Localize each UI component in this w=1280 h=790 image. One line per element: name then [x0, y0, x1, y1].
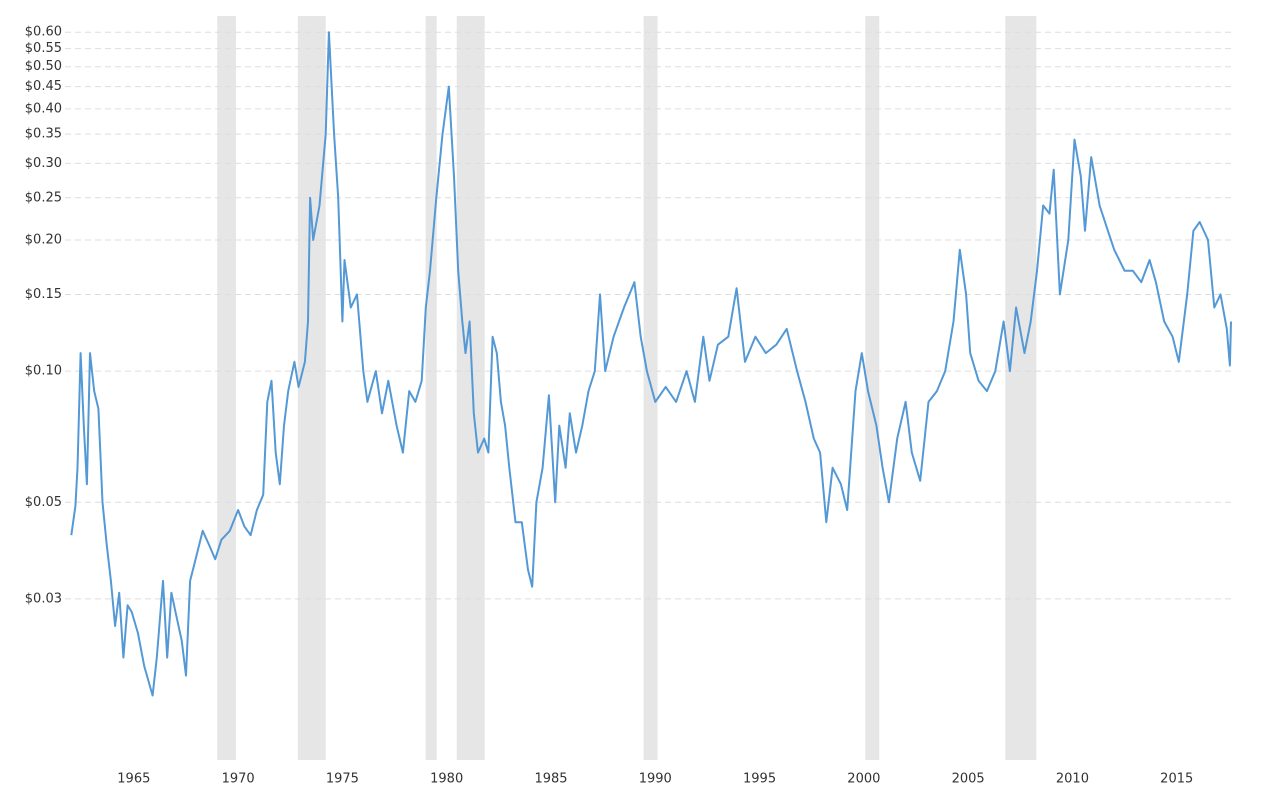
y-tick-label: $0.40	[25, 101, 62, 116]
x-tick-label: 1975	[326, 772, 359, 787]
y-tick-label: $0.10	[25, 364, 62, 379]
y-tick-label: $0.35	[25, 127, 62, 142]
x-tick-label: 1995	[743, 772, 776, 787]
recession-band	[297, 16, 326, 760]
x-tick-label: 2005	[952, 772, 985, 787]
recession-band	[865, 16, 880, 760]
y-tick-label: $0.45	[25, 79, 62, 94]
y-tick-label: $0.55	[25, 41, 62, 56]
x-tick-label: 1990	[639, 772, 672, 787]
y-tick-label: $0.03	[25, 591, 62, 606]
x-tick-label: 1985	[534, 772, 567, 787]
y-tick-label: $0.60	[25, 25, 62, 40]
y-tick-label: $0.05	[25, 495, 62, 510]
x-tick-label: 1970	[222, 772, 255, 787]
recession-band	[425, 16, 437, 760]
y-tick-label: $0.15	[25, 287, 62, 302]
y-tick-label: $0.20	[25, 233, 62, 248]
x-tick-label: 2015	[1160, 772, 1193, 787]
x-tick-label: 1980	[430, 772, 463, 787]
recession-band	[217, 16, 237, 760]
y-tick-label: $0.50	[25, 59, 62, 74]
x-tick-label: 2000	[847, 772, 880, 787]
y-tick-label: $0.30	[25, 156, 62, 171]
recession-band	[456, 16, 485, 760]
recession-band	[1005, 16, 1037, 760]
x-tick-label: 2010	[1056, 772, 1089, 787]
x-tick-label: 1965	[117, 772, 150, 787]
price-line	[70, 31, 1232, 697]
y-tick-label: $0.25	[25, 190, 62, 205]
